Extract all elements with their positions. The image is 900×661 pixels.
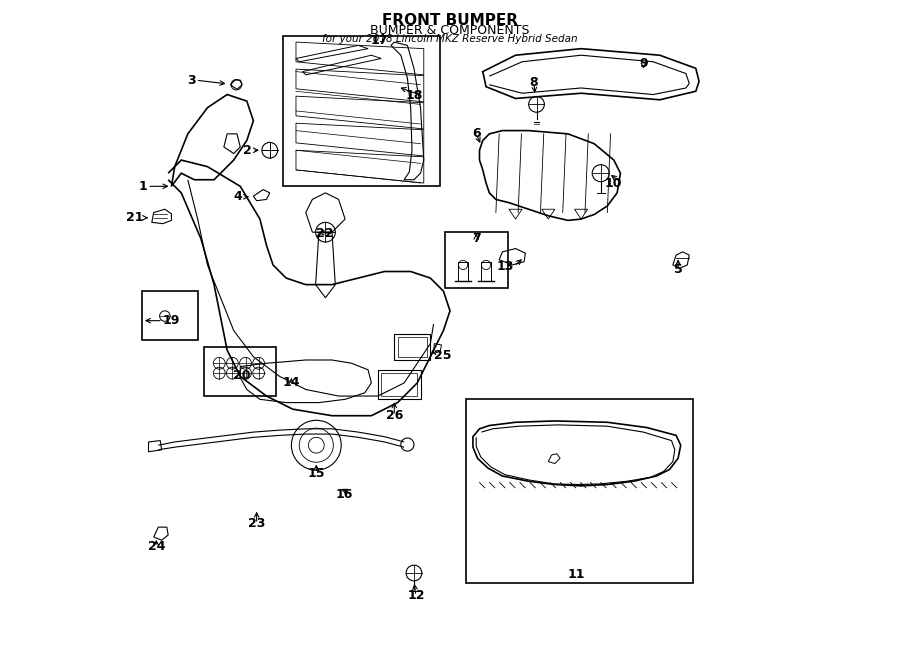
Text: 7: 7	[472, 232, 481, 245]
Bar	[394, 334, 430, 360]
Text: 12: 12	[407, 590, 425, 602]
Bar	[398, 337, 428, 357]
Text: 19: 19	[163, 314, 180, 327]
Text: 18: 18	[405, 89, 422, 102]
Text: 24: 24	[148, 540, 165, 553]
Text: for your 2018 Lincoln MKZ Reserve Hybrid Sedan: for your 2018 Lincoln MKZ Reserve Hybrid…	[322, 34, 578, 44]
Text: 14: 14	[283, 376, 300, 389]
Text: 9: 9	[639, 57, 648, 69]
Bar	[378, 369, 420, 399]
Text: 21: 21	[126, 212, 143, 224]
Text: 15: 15	[308, 467, 325, 480]
Text: 20: 20	[233, 369, 250, 381]
Text: 23: 23	[248, 518, 266, 530]
Text: 22: 22	[316, 227, 333, 240]
Text: FRONT BUMPER: FRONT BUMPER	[382, 13, 518, 28]
Bar	[466, 399, 692, 583]
Text: 26: 26	[385, 409, 403, 422]
Text: 13: 13	[497, 260, 514, 273]
Bar	[382, 373, 418, 396]
Text: 1: 1	[139, 180, 148, 193]
Text: 25: 25	[434, 349, 451, 362]
Bar	[446, 232, 508, 288]
Text: BUMPER & COMPONENTS: BUMPER & COMPONENTS	[370, 24, 530, 37]
Text: 8: 8	[529, 76, 538, 89]
Text: 17: 17	[371, 34, 388, 48]
Text: 4: 4	[233, 190, 242, 204]
Bar	[204, 347, 276, 396]
Text: 16: 16	[336, 488, 353, 501]
Text: 3: 3	[187, 73, 195, 87]
Text: 11: 11	[567, 568, 585, 581]
Text: 10: 10	[604, 176, 622, 190]
Text: 5: 5	[674, 263, 682, 276]
Text: 2: 2	[243, 143, 252, 157]
Bar	[142, 292, 198, 340]
Text: 6: 6	[472, 128, 481, 140]
Bar	[283, 36, 440, 186]
